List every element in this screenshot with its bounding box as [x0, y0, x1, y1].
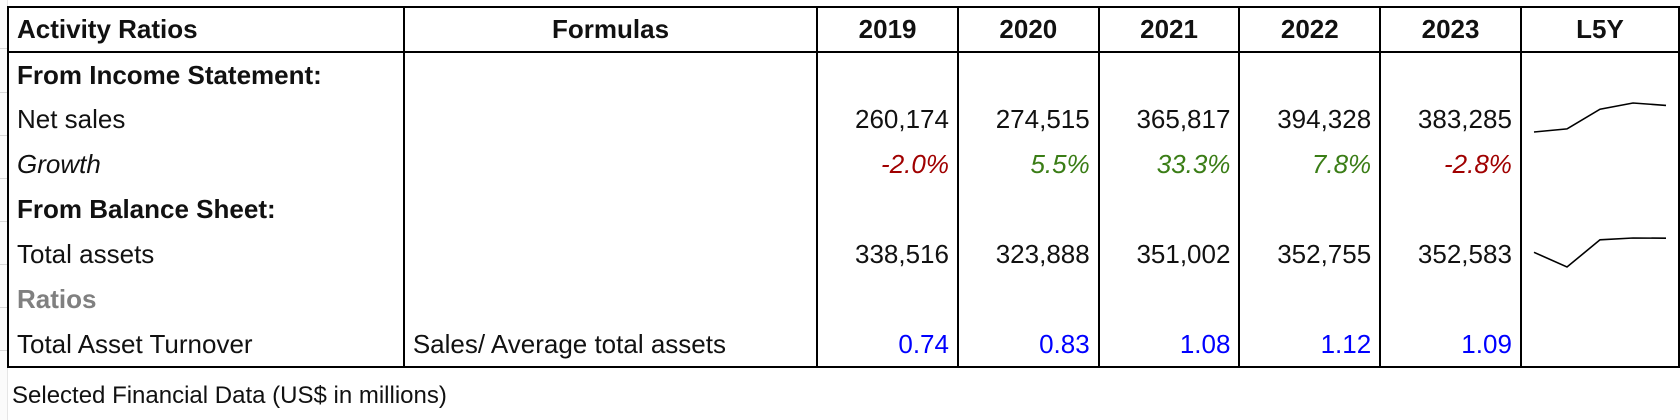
total-asset-turnover-formula[interactable]: Sales/ Average total assets — [402, 322, 818, 368]
header-year-2019[interactable]: 2019 — [816, 6, 959, 53]
header-year-2020[interactable]: 2020 — [956, 6, 1100, 53]
row-net-sales: Net sales 260,174 274,515 365,817 394,32… — [7, 97, 1680, 142]
net-sales-label[interactable]: Net sales — [7, 97, 404, 142]
total-assets-2021[interactable]: 351,002 — [1097, 232, 1240, 277]
row-total-assets: Total assets 338,516 323,888 351,002 352… — [7, 232, 1680, 277]
total-asset-turnover-label[interactable]: Total Asset Turnover — [7, 322, 404, 368]
growth-label[interactable]: Growth — [7, 142, 404, 187]
empty-cell[interactable] — [1238, 277, 1381, 322]
total-assets-2023[interactable]: 352,583 — [1379, 232, 1521, 277]
header-l5y[interactable]: L5Y — [1519, 6, 1680, 53]
formula-cell[interactable] — [402, 52, 818, 97]
empty-cell[interactable] — [956, 277, 1099, 322]
growth-2019[interactable]: -2.0% — [816, 142, 958, 187]
header-formulas[interactable]: Formulas — [402, 6, 819, 53]
net-sales-2021[interactable]: 365,817 — [1097, 97, 1240, 142]
total-assets-label[interactable]: Total assets — [7, 232, 404, 277]
turnover-2023[interactable]: 1.09 — [1379, 322, 1521, 368]
growth-2020[interactable]: 5.5% — [956, 142, 1099, 187]
empty-cell[interactable] — [956, 52, 1099, 97]
empty-cell[interactable] — [1238, 52, 1381, 97]
net-sales-2022[interactable]: 394,328 — [1238, 97, 1381, 142]
turnover-2021[interactable]: 1.08 — [1097, 322, 1240, 368]
turnover-2019[interactable]: 0.74 — [816, 322, 958, 368]
net-sales-2023[interactable]: 383,285 — [1379, 97, 1521, 142]
empty-cell[interactable] — [1379, 277, 1521, 322]
balance-sheet-section-label[interactable]: From Balance Sheet: — [7, 187, 404, 232]
growth-2023[interactable]: -2.8% — [1379, 142, 1521, 187]
formula-cell[interactable] — [402, 97, 818, 142]
formula-cell[interactable] — [402, 142, 818, 187]
formula-cell[interactable] — [402, 187, 818, 232]
net-sales-2020[interactable]: 274,515 — [956, 97, 1099, 142]
empty-cell[interactable] — [1379, 52, 1521, 97]
total-assets-sparkline-cell[interactable] — [1519, 232, 1680, 277]
empty-cell[interactable] — [956, 187, 1099, 232]
growth-2021[interactable]: 33.3% — [1097, 142, 1240, 187]
formula-cell[interactable] — [402, 232, 818, 277]
empty-cell[interactable] — [1519, 142, 1680, 187]
row-growth: Growth -2.0% 5.5% 33.3% 7.8% -2.8% — [7, 142, 1680, 187]
row-balance-section: From Balance Sheet: — [7, 187, 1680, 232]
net-sales-sparkline-cell[interactable] — [1519, 97, 1680, 142]
net-sales-sparkline — [1533, 102, 1666, 133]
empty-cell[interactable] — [1097, 277, 1240, 322]
row-income-section: From Income Statement: — [7, 52, 1680, 97]
empty-cell[interactable] — [816, 52, 958, 97]
total-assets-2019[interactable]: 338,516 — [816, 232, 958, 277]
row-ratios-section: Ratios — [7, 277, 1680, 322]
header-activity-ratios[interactable]: Activity Ratios — [7, 6, 405, 53]
turnover-2022[interactable]: 1.12 — [1238, 322, 1381, 368]
empty-cell[interactable] — [1097, 187, 1240, 232]
header-year-2021[interactable]: 2021 — [1097, 6, 1241, 53]
net-sales-2019[interactable]: 260,174 — [816, 97, 958, 142]
income-statement-section-label[interactable]: From Income Statement: — [7, 52, 404, 97]
empty-cell[interactable] — [1519, 322, 1680, 368]
activity-ratios-table: Activity Ratios Formulas 2019 2020 2021 … — [7, 6, 1680, 368]
empty-cell[interactable] — [1519, 52, 1680, 97]
empty-cell[interactable] — [816, 187, 958, 232]
empty-cell[interactable] — [1097, 52, 1240, 97]
ratios-section-label[interactable]: Ratios — [7, 277, 404, 322]
total-assets-sparkline-line — [1533, 237, 1666, 268]
empty-cell[interactable] — [816, 277, 958, 322]
header-year-2023[interactable]: 2023 — [1379, 6, 1522, 53]
footnote: Selected Financial Data (US$ in millions… — [12, 382, 447, 409]
total-assets-2020[interactable]: 323,888 — [956, 232, 1099, 277]
empty-cell[interactable] — [1379, 187, 1521, 232]
formula-cell[interactable] — [402, 277, 818, 322]
empty-cell[interactable] — [1238, 187, 1381, 232]
net-sales-sparkline-line — [1533, 102, 1666, 133]
total-assets-sparkline — [1533, 237, 1666, 268]
growth-2022[interactable]: 7.8% — [1238, 142, 1381, 187]
header-year-2022[interactable]: 2022 — [1238, 6, 1382, 53]
row-total-asset-turnover: Total Asset Turnover Sales/ Average tota… — [7, 322, 1680, 368]
header-row: Activity Ratios Formulas 2019 2020 2021 … — [7, 6, 1680, 53]
total-assets-2022[interactable]: 352,755 — [1238, 232, 1381, 277]
turnover-2020[interactable]: 0.83 — [956, 322, 1099, 368]
empty-cell[interactable] — [1519, 187, 1680, 232]
empty-cell[interactable] — [1519, 277, 1680, 322]
